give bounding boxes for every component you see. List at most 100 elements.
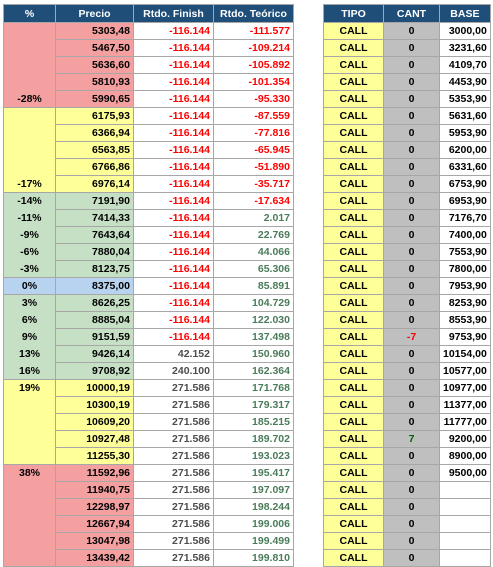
base-cell[interactable]: 5631,60 [439, 107, 491, 125]
header-base[interactable]: BASE [439, 4, 491, 23]
tipo-cell[interactable]: CALL [323, 226, 384, 244]
precio-cell[interactable]: 13047,98 [55, 532, 134, 550]
precio-cell[interactable]: 5467,50 [55, 39, 134, 57]
cant-cell[interactable]: 0 [383, 362, 440, 380]
precio-cell[interactable]: 6976,14 [55, 175, 134, 193]
base-cell[interactable] [439, 532, 491, 550]
precio-cell[interactable]: 6766,86 [55, 158, 134, 176]
base-cell[interactable]: 8900,00 [439, 447, 491, 465]
percent-cell[interactable] [3, 158, 56, 176]
rtdo-teorico-cell[interactable]: -35.717 [213, 175, 294, 193]
cant-cell[interactable]: 0 [383, 124, 440, 142]
tipo-cell[interactable]: CALL [323, 141, 384, 159]
tipo-cell[interactable]: CALL [323, 22, 384, 40]
precio-cell[interactable]: 11940,75 [55, 481, 134, 499]
rtdo-teorico-cell[interactable]: -51.890 [213, 158, 294, 176]
header-rtdo-finish[interactable]: Rtdo. Finish [133, 4, 214, 23]
percent-cell[interactable]: 9% [3, 328, 56, 346]
rtdo-teorico-cell[interactable]: 104.729 [213, 294, 294, 312]
base-cell[interactable]: 11377,00 [439, 396, 491, 414]
rtdo-finish-cell[interactable]: -116.144 [133, 294, 214, 312]
precio-cell[interactable]: 9151,59 [55, 328, 134, 346]
rtdo-teorico-cell[interactable]: 179.317 [213, 396, 294, 414]
percent-cell[interactable]: 0% [3, 277, 56, 295]
cant-cell[interactable]: 0 [383, 532, 440, 550]
rtdo-finish-cell[interactable]: -116.144 [133, 260, 214, 278]
precio-cell[interactable]: 10300,19 [55, 396, 134, 414]
tipo-cell[interactable]: CALL [323, 413, 384, 431]
tipo-cell[interactable]: CALL [323, 209, 384, 227]
cant-cell[interactable]: 7 [383, 430, 440, 448]
rtdo-finish-cell[interactable]: 271.586 [133, 430, 214, 448]
precio-cell[interactable]: 5990,65 [55, 90, 134, 108]
tipo-cell[interactable]: CALL [323, 39, 384, 57]
tipo-cell[interactable]: CALL [323, 192, 384, 210]
cant-cell[interactable]: 0 [383, 311, 440, 329]
cant-cell[interactable]: 0 [383, 481, 440, 499]
precio-cell[interactable]: 5636,60 [55, 56, 134, 74]
cant-cell[interactable]: 0 [383, 464, 440, 482]
rtdo-finish-cell[interactable]: 271.586 [133, 464, 214, 482]
tipo-cell[interactable]: CALL [323, 464, 384, 482]
tipo-cell[interactable]: CALL [323, 107, 384, 125]
rtdo-teorico-cell[interactable]: 65.306 [213, 260, 294, 278]
tipo-cell[interactable]: CALL [323, 515, 384, 533]
tipo-cell[interactable]: CALL [323, 396, 384, 414]
percent-cell[interactable]: 3% [3, 294, 56, 312]
cant-cell[interactable]: 0 [383, 158, 440, 176]
rtdo-finish-cell[interactable]: -116.144 [133, 22, 214, 40]
cant-cell[interactable]: 0 [383, 498, 440, 516]
cant-cell[interactable]: 0 [383, 107, 440, 125]
precio-cell[interactable]: 6366,94 [55, 124, 134, 142]
tipo-cell[interactable]: CALL [323, 73, 384, 91]
precio-cell[interactable]: 9708,92 [55, 362, 134, 380]
percent-cell[interactable] [3, 124, 56, 142]
base-cell[interactable]: 6200,00 [439, 141, 491, 159]
base-cell[interactable] [439, 549, 491, 567]
percent-cell[interactable] [3, 56, 56, 74]
precio-cell[interactable]: 10000,19 [55, 379, 134, 397]
percent-cell[interactable]: -28% [3, 90, 56, 108]
precio-cell[interactable]: 10609,20 [55, 413, 134, 431]
rtdo-teorico-cell[interactable]: 122.030 [213, 311, 294, 329]
base-cell[interactable]: 8253,90 [439, 294, 491, 312]
percent-cell[interactable] [3, 22, 56, 40]
base-cell[interactable]: 5353,90 [439, 90, 491, 108]
rtdo-finish-cell[interactable]: 271.586 [133, 379, 214, 397]
percent-cell[interactable] [3, 447, 56, 465]
rtdo-teorico-cell[interactable]: 189.702 [213, 430, 294, 448]
precio-cell[interactable]: 6563,85 [55, 141, 134, 159]
rtdo-teorico-cell[interactable]: 199.006 [213, 515, 294, 533]
precio-cell[interactable]: 13439,42 [55, 549, 134, 567]
rtdo-finish-cell[interactable]: 271.586 [133, 413, 214, 431]
percent-cell[interactable]: 19% [3, 379, 56, 397]
rtdo-teorico-cell[interactable]: 85.891 [213, 277, 294, 295]
base-cell[interactable]: 7800,00 [439, 260, 491, 278]
rtdo-finish-cell[interactable]: -116.144 [133, 226, 214, 244]
tipo-cell[interactable]: CALL [323, 498, 384, 516]
base-cell[interactable]: 10977,00 [439, 379, 491, 397]
precio-cell[interactable]: 10927,48 [55, 430, 134, 448]
base-cell[interactable]: 8553,90 [439, 311, 491, 329]
rtdo-teorico-cell[interactable]: -77.816 [213, 124, 294, 142]
cant-cell[interactable]: -7 [383, 328, 440, 346]
base-cell[interactable]: 9753,90 [439, 328, 491, 346]
rtdo-finish-cell[interactable]: -116.144 [133, 107, 214, 125]
cant-cell[interactable]: 0 [383, 22, 440, 40]
percent-cell[interactable] [3, 39, 56, 57]
precio-cell[interactable]: 8885,04 [55, 311, 134, 329]
tipo-cell[interactable]: CALL [323, 328, 384, 346]
precio-cell[interactable]: 11592,96 [55, 464, 134, 482]
cant-cell[interactable]: 0 [383, 447, 440, 465]
base-cell[interactable] [439, 498, 491, 516]
base-cell[interactable]: 6953,90 [439, 192, 491, 210]
percent-cell[interactable]: -14% [3, 192, 56, 210]
header-rtdo-teorico[interactable]: Rtdo. Teórico [213, 4, 294, 23]
percent-cell[interactable]: -17% [3, 175, 56, 193]
rtdo-finish-cell[interactable]: -116.144 [133, 39, 214, 57]
base-cell[interactable]: 9200,00 [439, 430, 491, 448]
base-cell[interactable]: 7176,70 [439, 209, 491, 227]
precio-cell[interactable]: 11255,30 [55, 447, 134, 465]
rtdo-finish-cell[interactable]: -116.144 [133, 56, 214, 74]
percent-cell[interactable] [3, 532, 56, 550]
